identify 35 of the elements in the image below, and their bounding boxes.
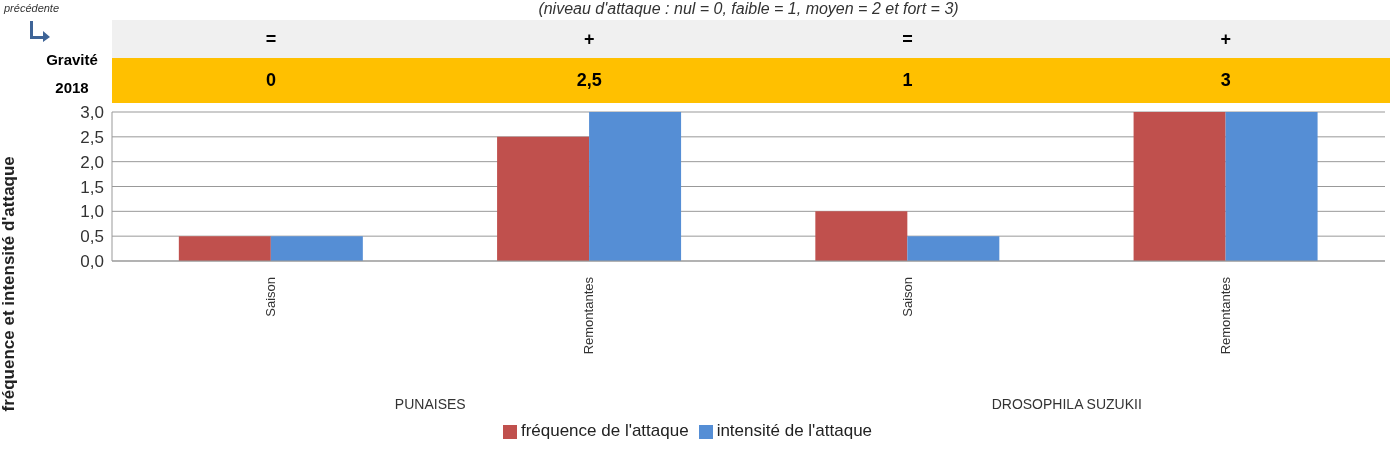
x-tick-label: Remontantes: [1217, 276, 1233, 355]
text: Gravité 2018: [45, 50, 99, 98]
text: =: [264, 27, 278, 51]
y-tick-label: 1,5: [80, 177, 104, 197]
y-axis-title: fréquence et intensité d'attaque: [0, 156, 19, 412]
bar: [1133, 112, 1226, 261]
bar: [907, 236, 1000, 261]
text: 0: [265, 69, 278, 92]
x-tick-label: Remontantes: [581, 276, 597, 355]
text: précédente: [4, 2, 60, 14]
text: 3: [1219, 69, 1232, 92]
text: +: [583, 27, 596, 51]
text: +: [1219, 27, 1233, 51]
chart-title: (niveau d'attaque : nul = 0, faible = 1, moyen = 2 et fort = 3): [537, 0, 960, 18]
bar: [815, 211, 908, 261]
y-tick-label: 0,0: [80, 252, 104, 272]
bar: [178, 236, 271, 261]
y-tick-label: 2,5: [80, 127, 104, 147]
y-tick-label: 0,5: [80, 227, 104, 247]
legend-label: fréquence de l'attaque: [520, 421, 689, 440]
bar: [270, 236, 363, 261]
bar: [1225, 112, 1318, 261]
text: 2,5: [575, 69, 603, 92]
legend-label: intensité de l'attaque: [716, 421, 873, 440]
y-tick-label: 1,0: [80, 202, 104, 222]
text: =: [901, 27, 914, 51]
y-tick-label: 3,0: [80, 103, 104, 123]
bar: [589, 112, 682, 261]
x-tick-label: Saison: [899, 277, 915, 317]
text: DROSOPHILA SUZUKII: [990, 396, 1143, 412]
y-tick-label: 2,0: [80, 152, 104, 172]
bar: [497, 136, 590, 261]
text: PUNAISES: [393, 396, 467, 412]
x-tick-label: Saison: [263, 277, 279, 317]
text: 1: [901, 69, 914, 92]
